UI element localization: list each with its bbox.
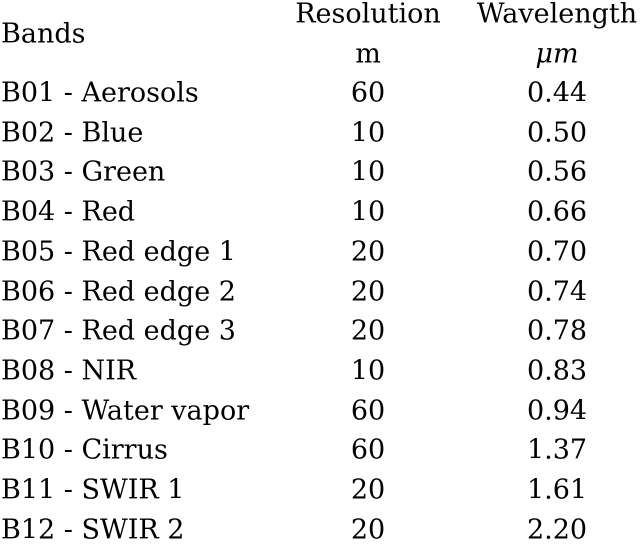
wavelength-cell: 0.78 [526, 315, 588, 347]
band-cell: B01 - Aerosols [1, 77, 199, 109]
header-resolution-unit: m [355, 38, 381, 70]
wavelength-cell: 0.50 [526, 117, 588, 149]
wavelength-cell: 1.61 [526, 474, 588, 506]
band-cell: B02 - Blue [1, 117, 144, 149]
wavelength-cell: 0.74 [526, 276, 588, 307]
header-bands: Bands [1, 18, 86, 50]
resolution-cell: 10 [350, 196, 386, 228]
band-cell: B12 - SWIR 2 [1, 514, 185, 545]
band-cell: B05 - Red edge 1 [1, 236, 236, 268]
band-cell: B07 - Red edge 3 [1, 315, 236, 347]
wavelength-cell: 0.44 [526, 77, 588, 109]
band-cell: B09 - Water vapor [1, 395, 250, 427]
resolution-cell: 10 [350, 355, 386, 387]
band-cell: B06 - Red edge 2 [1, 276, 236, 307]
resolution-cell: 20 [350, 474, 386, 506]
wavelength-cell: 0.66 [526, 196, 588, 228]
wavelength-cell: 0.94 [526, 395, 588, 427]
band-cell: B11 - SWIR 1 [1, 474, 185, 506]
band-cell: B08 - NIR [1, 355, 137, 387]
resolution-cell: 60 [350, 434, 386, 466]
resolution-cell: 20 [350, 236, 386, 268]
resolution-cell: 20 [350, 315, 386, 347]
header-wavelength-unit: μm [535, 38, 579, 70]
header-resolution: Resolution [295, 0, 441, 30]
band-cell: B10 - Cirrus [1, 434, 168, 466]
wavelength-cell: 0.56 [526, 156, 588, 188]
header-wavelength: Wavelength [476, 0, 638, 30]
resolution-cell: 10 [350, 156, 386, 188]
wavelength-cell: 1.37 [526, 434, 588, 466]
resolution-cell: 20 [350, 276, 386, 307]
resolution-cell: 60 [350, 77, 386, 109]
wavelength-cell: 0.83 [526, 355, 588, 387]
resolution-cell: 10 [350, 117, 386, 149]
wavelength-cell: 0.70 [526, 236, 588, 268]
band-cell: B03 - Green [1, 156, 166, 188]
resolution-cell: 60 [350, 395, 386, 427]
resolution-cell: 20 [350, 514, 386, 545]
band-cell: B04 - Red [1, 196, 136, 228]
wavelength-cell: 2.20 [526, 514, 588, 545]
